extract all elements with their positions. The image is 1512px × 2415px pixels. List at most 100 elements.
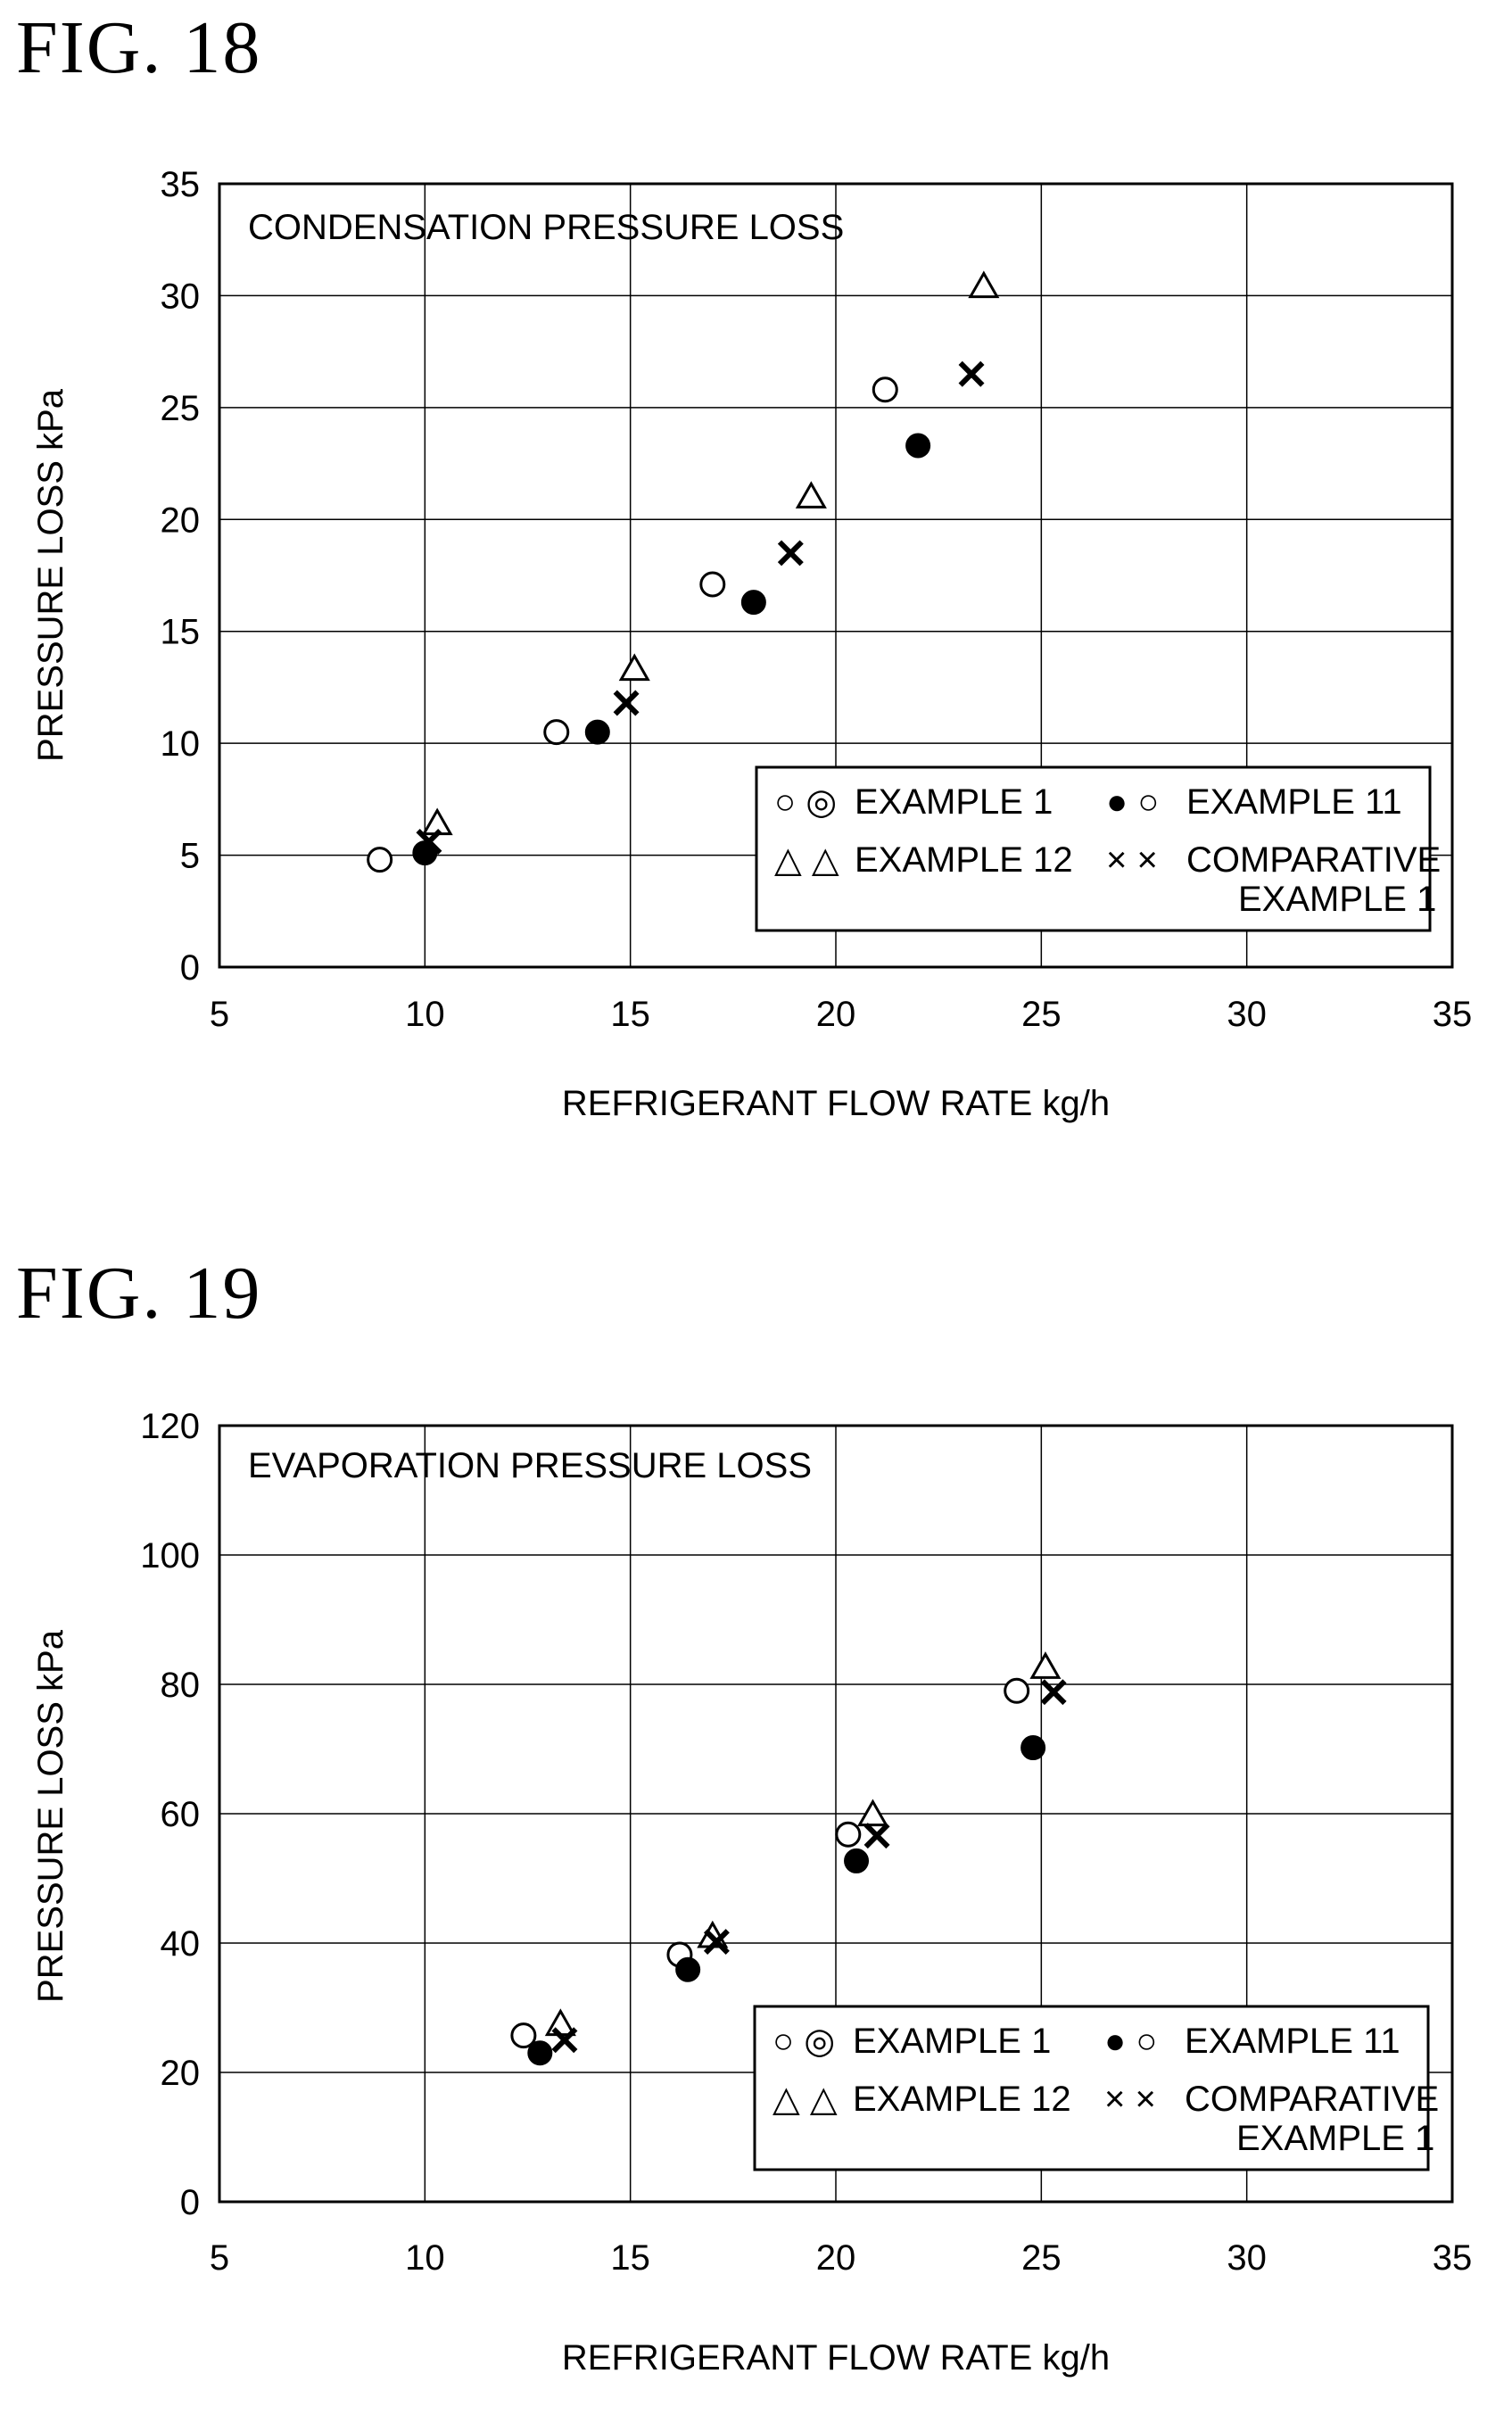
data-point-cross — [863, 1823, 890, 1849]
x-tick-label: 35 — [1433, 2238, 1473, 2278]
x-tick-label: 25 — [1021, 995, 1062, 1034]
x-tick-label: 20 — [816, 995, 856, 1034]
figure-19-title: FIG. 19 — [16, 1252, 262, 1335]
y-tick-label: 80 — [161, 1666, 201, 1705]
legend-label-line2: EXAMPLE 1 — [1236, 2119, 1434, 2158]
data-point-cross — [613, 690, 640, 716]
data-point-cross — [416, 829, 442, 855]
data-point-open-circle — [367, 847, 393, 873]
y-tick-label: 30 — [161, 277, 201, 316]
y-tick-label: 0 — [180, 2183, 200, 2222]
legend: ○ ◎ EXAMPLE 1 ● ○ EXAMPLE 11 △ △ EXAMPLE 12 × … — [755, 765, 1441, 932]
evaporation-pressure-loss-chart: 0 20 40 60 80 100 120 5 10 15 20 25 30 35 REFRIGERANT … — [31, 1407, 1472, 2378]
x-tick-label: 5 — [210, 995, 229, 1034]
data-point-triangle — [618, 653, 650, 682]
x-tick-label: 20 — [816, 2238, 856, 2278]
y-tick-label: 120 — [140, 1407, 200, 1446]
y-tick-label: 40 — [161, 1924, 201, 1964]
data-point-triangle — [968, 270, 1000, 299]
legend-label: EXAMPLE 12 — [855, 840, 1073, 880]
data-point-cross — [777, 540, 804, 567]
x-tick-label: 10 — [405, 2238, 445, 2278]
data-point-triangle — [1029, 1651, 1062, 1679]
y-tick-label: 25 — [161, 389, 201, 428]
data-point-open-circle — [835, 1821, 862, 1848]
y-axis-title: PRESSURE LOSS kPa — [31, 1629, 70, 2003]
y-tick-label: 10 — [161, 724, 201, 764]
chart-annotation: CONDENSATION PRESSURE LOSS — [248, 208, 844, 247]
y-tick-label: 20 — [161, 2054, 201, 2093]
y-tick-label: 0 — [180, 948, 200, 988]
y-tick-label: 35 — [161, 165, 201, 204]
legend-label: EXAMPLE 1 — [853, 2022, 1051, 2061]
legend-symbols: ○ ◎ — [774, 782, 837, 822]
legend-label: COMPARATIVE — [1185, 2080, 1439, 2119]
y-tick-label: 5 — [180, 837, 200, 876]
series-filled-circle — [527, 1735, 1046, 2066]
data-point-open-circle — [510, 2022, 537, 2049]
x-tick-label: 35 — [1433, 995, 1473, 1034]
y-tick-labels: 0 5 10 15 20 25 30 35 — [161, 165, 201, 988]
legend-label: EXAMPLE 1 — [855, 782, 1053, 822]
x-axis-title: REFRIGERANT FLOW RATE kg/h — [562, 1084, 1110, 1123]
data-point-triangle — [795, 481, 827, 509]
data-point-filled-circle — [844, 1848, 870, 1873]
legend-symbols: ○ ◎ — [773, 2022, 835, 2061]
legend-symbols: △ △ — [773, 2080, 838, 2119]
legend-label-line2: EXAMPLE 1 — [1238, 880, 1436, 919]
data-point-cross — [958, 360, 985, 387]
y-axis-title: PRESSURE LOSS kPa — [31, 388, 70, 762]
plot-frame — [218, 182, 1454, 969]
series-filled-circle — [412, 433, 931, 866]
legend-symbols: ● ○ — [1104, 2022, 1157, 2061]
plot-frame — [218, 1424, 1454, 2204]
series-open-circle — [367, 376, 898, 873]
data-point-open-circle — [872, 376, 898, 403]
legend-symbols: ● ○ — [1106, 782, 1159, 822]
data-point-cross — [1040, 1679, 1067, 1706]
series-triangle — [421, 270, 1000, 836]
legend-box — [755, 765, 1432, 932]
data-point-cross — [703, 1929, 730, 1956]
data-point-filled-circle — [527, 2040, 553, 2066]
x-tick-label: 10 — [405, 995, 445, 1034]
legend-label: EXAMPLE 12 — [853, 2080, 1071, 2119]
y-tick-label: 60 — [161, 1795, 201, 1834]
series-open-circle — [510, 1677, 1030, 2049]
data-point-open-circle — [543, 719, 570, 746]
series-cross — [551, 1679, 1067, 2054]
x-tick-label: 15 — [610, 2238, 650, 2278]
x-tick-labels: 5 10 15 20 25 30 35 — [210, 2238, 1472, 2278]
chart-annotation: EVAPORATION PRESSURE LOSS — [248, 1446, 812, 1485]
data-point-open-circle — [1004, 1677, 1030, 1704]
legend-label: EXAMPLE 11 — [1185, 2022, 1400, 2061]
series-triangle — [544, 1651, 1062, 2037]
data-points — [510, 1651, 1067, 2066]
figure-18-title: FIG. 18 — [16, 6, 262, 89]
data-point-cross — [551, 2027, 578, 2054]
x-tick-label: 25 — [1021, 2238, 1062, 2278]
series-cross — [416, 360, 985, 855]
x-tick-label: 30 — [1227, 995, 1267, 1034]
legend-symbols: △ △ — [774, 840, 839, 880]
legend-symbols: × × — [1106, 840, 1158, 880]
legend-symbols: × × — [1104, 2080, 1156, 2119]
data-point-filled-circle — [1020, 1735, 1046, 1761]
data-point-triangle — [856, 1799, 888, 1827]
data-points — [367, 270, 1000, 873]
data-point-filled-circle — [740, 590, 766, 616]
y-tick-labels: 0 20 40 60 80 100 120 — [140, 1407, 200, 2222]
y-tick-label: 100 — [140, 1536, 200, 1576]
x-tick-label: 30 — [1227, 2238, 1267, 2278]
x-tick-label: 5 — [210, 2238, 229, 2278]
data-point-filled-circle — [584, 719, 610, 745]
legend-label: COMPARATIVE — [1186, 840, 1441, 880]
y-tick-label: 20 — [161, 500, 201, 540]
x-tick-label: 15 — [610, 995, 650, 1034]
legend-label: EXAMPLE 11 — [1186, 782, 1402, 822]
data-point-triangle — [544, 2008, 576, 2037]
x-tick-labels: 5 10 15 20 25 30 35 — [210, 995, 1472, 1034]
data-point-open-circle — [699, 571, 726, 598]
data-point-filled-circle — [675, 1956, 701, 1982]
